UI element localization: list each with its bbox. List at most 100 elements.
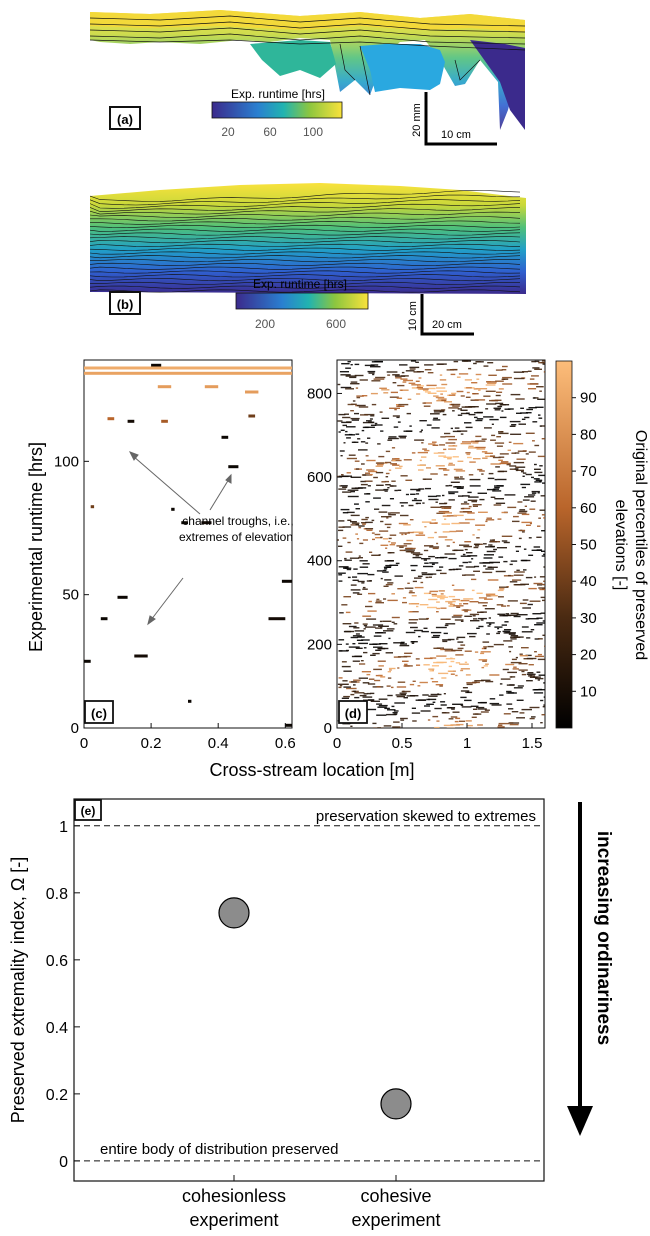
panel-d-mark <box>420 710 431 712</box>
panel-d-mark <box>504 621 509 623</box>
panel-d-mark <box>386 517 389 519</box>
panel-d-mark <box>391 542 396 544</box>
panel-d-mark <box>341 661 347 663</box>
panel-d-mark <box>338 650 349 652</box>
panel-b: (b) Exp. runtime [hrs] 200 600 10 cm 20 … <box>90 183 526 336</box>
panel-d-mark <box>487 625 491 627</box>
panel-d-mark <box>419 431 423 433</box>
panel-c-segment <box>100 617 108 621</box>
panel-d-mark <box>527 603 533 606</box>
panel-d-mark <box>476 627 480 629</box>
panel-d-mark <box>342 491 352 493</box>
panel-d-mark <box>350 521 357 523</box>
panel-b-stratum-line <box>90 232 521 236</box>
panel-d-mark <box>531 375 539 377</box>
panel-d-mark <box>441 677 447 679</box>
panel-d-mark <box>412 580 417 583</box>
panel-d-mark <box>358 525 365 527</box>
panel-d-mark <box>362 696 373 698</box>
panel-c-segment <box>221 435 229 439</box>
panel-d-mark <box>499 588 505 590</box>
panel-d-mark <box>543 696 545 698</box>
panel-d-mark <box>480 711 489 713</box>
panel-d-mark <box>435 396 445 399</box>
panel-d-mark <box>399 692 407 694</box>
panel-c-segment <box>107 417 115 421</box>
panel-d-mark <box>374 360 383 363</box>
panel-d-mark <box>403 430 413 432</box>
panel-d-mark <box>378 665 384 667</box>
panel-d-mark <box>416 393 421 395</box>
panel-d-mark <box>456 606 461 608</box>
panel-d-mark <box>508 441 512 443</box>
panel-d-mark <box>461 706 472 708</box>
panel-d-mark <box>464 422 472 424</box>
panel-d-mark <box>396 405 405 407</box>
panel-d-mark <box>419 420 427 422</box>
panel-d-mark <box>362 615 372 617</box>
panel-d-mark <box>416 490 421 492</box>
panel-d-mark <box>514 468 519 470</box>
panel-d-mark <box>509 468 518 470</box>
panel-a-colorbar-tick: 20 <box>221 125 235 139</box>
panel-d-mark <box>350 693 355 696</box>
panel-d-mark <box>351 522 360 524</box>
panel-d-mark <box>407 531 414 534</box>
panel-d-mark <box>343 670 352 672</box>
panel-d-mark <box>348 625 357 628</box>
panel-d-mark <box>365 516 369 519</box>
panel-d-mark <box>453 360 459 363</box>
panel-d-mark <box>457 430 468 432</box>
panel-d-mark <box>538 587 545 589</box>
panel-d-mark <box>375 462 385 464</box>
panel-d-mark <box>443 724 454 727</box>
panel-d-mark <box>433 634 441 637</box>
panel-d-mark <box>448 464 455 466</box>
panel-d-mark <box>499 416 507 419</box>
panel-d-mark <box>488 472 494 475</box>
panel-d-mark <box>380 544 389 546</box>
panel-d-mark <box>374 422 378 425</box>
panel-d-mark <box>436 569 442 572</box>
panel-d-mark <box>365 521 373 524</box>
panel-d-mark <box>499 694 504 696</box>
panel-d-mark <box>342 623 352 625</box>
panel-d-mark <box>432 419 441 421</box>
panel-d-mark <box>398 522 408 525</box>
panel-d-mark <box>495 369 503 371</box>
panel-d-mark <box>378 704 388 707</box>
panel-b-stratum-line <box>90 243 521 247</box>
panel-d-mark <box>430 677 434 680</box>
panel-d-mark <box>448 407 459 409</box>
percentile-colorbar-tick-label: 30 <box>580 610 597 627</box>
panel-d-mark <box>375 649 382 651</box>
panel-d-mark <box>408 382 416 384</box>
panel-a-label-box <box>109 106 141 130</box>
panel-d-mark <box>387 671 391 673</box>
panel-d-mark <box>522 531 525 533</box>
panel-d-mark <box>421 456 427 458</box>
panel-d-mark <box>347 576 351 579</box>
panel-c-axes <box>83 359 293 729</box>
panel-d-mark <box>417 575 423 577</box>
panel-d-mark <box>473 458 481 460</box>
panel-d-mark <box>524 505 527 507</box>
panel-d-mark <box>534 624 543 626</box>
panel-d-mark <box>514 452 520 454</box>
panel-d-mark <box>361 474 372 476</box>
panel-d-mark <box>540 495 545 497</box>
panel-d-mark <box>347 541 351 544</box>
panel-d-mark <box>437 596 448 598</box>
panel-d-mark <box>387 599 398 602</box>
panel-d-mark <box>537 455 545 458</box>
panel-d-mark <box>401 371 405 374</box>
panel-d-mark <box>415 361 419 363</box>
panel-d-mark <box>401 690 411 693</box>
panel-d-mark <box>379 643 388 645</box>
panel-d-mark <box>516 699 524 701</box>
panel-d-mark <box>351 655 362 658</box>
panel-d-mark <box>404 587 414 589</box>
panel-d-mark <box>386 628 395 630</box>
panel-b-stratum-line <box>90 216 521 222</box>
panel-d-mark <box>487 362 494 364</box>
